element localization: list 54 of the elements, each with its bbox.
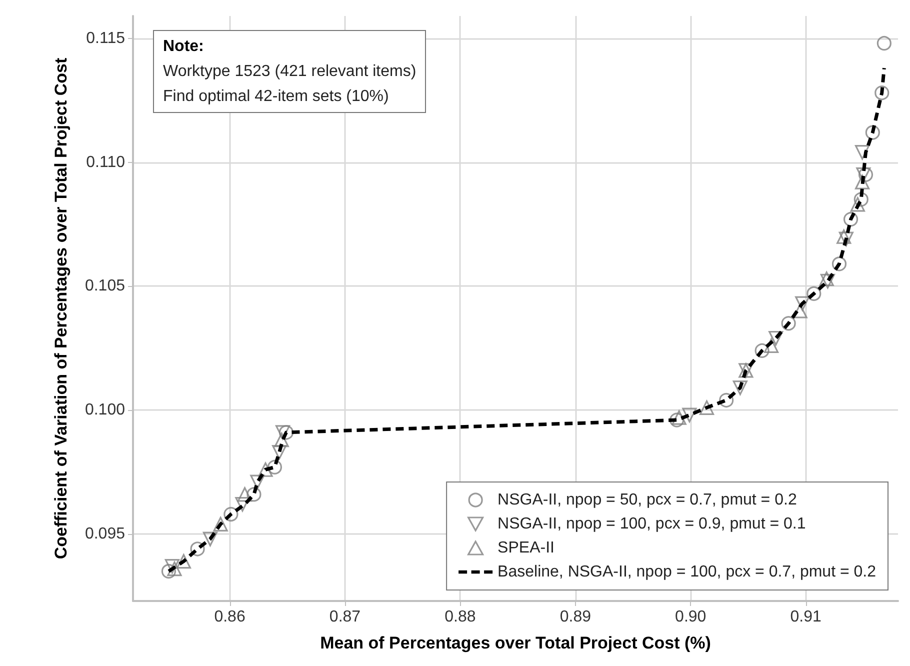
x-axis-title: Mean of Percentages over Total Project Cost (%) (320, 634, 711, 652)
x-tick-label: 0.87 (329, 608, 361, 626)
point (161, 564, 176, 579)
point (754, 343, 770, 358)
point (781, 316, 796, 331)
point (213, 516, 228, 532)
point (843, 212, 858, 227)
y-tick-label: 0.115 (86, 30, 126, 47)
point (278, 425, 294, 440)
point (272, 444, 287, 460)
point (732, 380, 748, 396)
point (176, 554, 191, 569)
y-tick-label: 0.110 (86, 154, 126, 171)
point (699, 400, 714, 415)
y-tick-label: 0.100 (84, 402, 126, 419)
point (224, 506, 238, 522)
point (806, 286, 822, 301)
point (795, 296, 810, 311)
point (237, 487, 252, 502)
point (235, 497, 250, 512)
x-tick-label: 0.91 (790, 608, 822, 626)
point (190, 542, 205, 556)
point (250, 474, 265, 490)
y-tick-label: 0.095 (84, 526, 126, 543)
point (850, 197, 865, 212)
point (246, 487, 262, 502)
x-tick-label: 0.89 (560, 608, 592, 626)
point (274, 432, 289, 448)
annotation: Note: Worktype 1523 (421 relevant items) Find optimal 42-item sets (10%) (163, 38, 416, 105)
point (202, 532, 218, 546)
point (258, 462, 273, 477)
y-axis-title: Coefficient of Variation of Percentages over Total Project Cost (52, 58, 70, 560)
y-tick-label: 0.105 (84, 278, 126, 295)
point (874, 86, 890, 100)
legend-label: NSGA-II, npop = 50, pcx = 0.7, pmut = 0.2 (498, 492, 797, 508)
x-tick-label: 0.90 (675, 608, 706, 626)
point (854, 174, 870, 190)
legend-label: SPEA-II (498, 540, 554, 556)
x-tick-label: 0.86 (214, 608, 246, 626)
point (792, 304, 808, 318)
point (719, 392, 734, 408)
point (832, 256, 847, 272)
point (865, 125, 880, 140)
point (682, 408, 697, 422)
legend-label: NSGA-II, npop = 100, pcx = 0.9, pmut = 0.1 (498, 516, 806, 532)
point (876, 36, 892, 51)
point (854, 145, 870, 160)
legend-label: Baseline, NSGA-II, npop = 100, pcx = 0.7, pmut = 0.2 (498, 564, 876, 580)
point (764, 338, 779, 353)
point (267, 460, 282, 474)
point (768, 330, 784, 346)
point (854, 192, 868, 207)
point (275, 425, 290, 440)
x-tick-label: 0.88 (444, 608, 476, 626)
